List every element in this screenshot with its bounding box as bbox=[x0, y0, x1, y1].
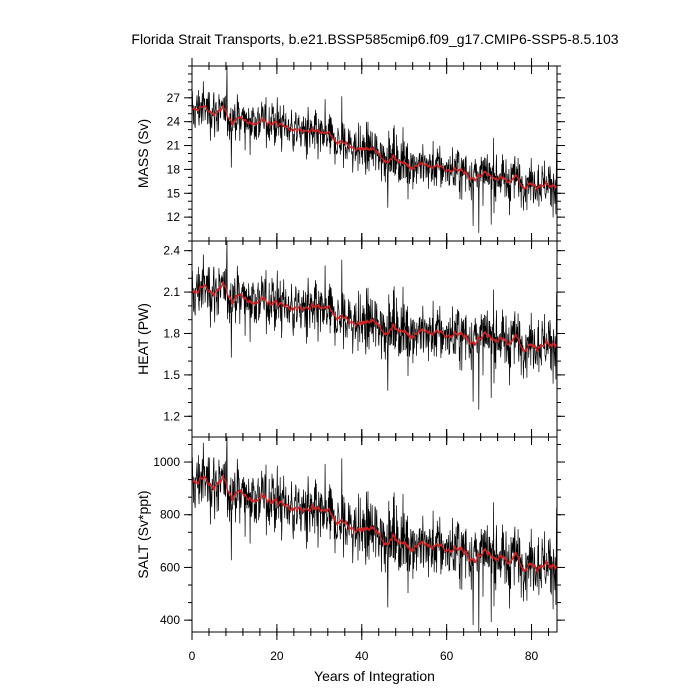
y-tick-label: 2.4 bbox=[163, 244, 180, 258]
x-tick-label: 20 bbox=[270, 649, 284, 663]
y-tick-label: 15 bbox=[167, 186, 181, 200]
x-axis-label: Years of Integration bbox=[314, 668, 435, 684]
y-tick-label: 12 bbox=[167, 210, 181, 224]
y-tick-label: 21 bbox=[167, 139, 181, 153]
chart-title: Florida Strait Transports, b.e21.BSSP585… bbox=[131, 31, 619, 47]
series-smoothed bbox=[191, 474, 558, 574]
y-tick-label: 600 bbox=[160, 560, 180, 574]
series-smoothed bbox=[191, 280, 558, 353]
y-tick-label: 1000 bbox=[153, 455, 180, 469]
panel-1: 1.2 1.5 1.8 2.1 2.4 HEAT (PW) bbox=[135, 233, 565, 445]
series-smoothed bbox=[191, 104, 558, 191]
y-axis-label: MASS (Sv) bbox=[135, 119, 151, 188]
x-tick-label: 80 bbox=[525, 649, 539, 663]
y-tick-label: 2.1 bbox=[163, 285, 180, 299]
y-axis-label: SALT (Sv*ppt) bbox=[135, 490, 151, 578]
y-tick-label: 1.8 bbox=[163, 326, 180, 340]
x-tick-label: 0 bbox=[189, 649, 196, 663]
y-tick-label: 1.2 bbox=[163, 409, 180, 423]
panel-0: 12 15 18 21 24 27 MASS (Sv) bbox=[135, 58, 565, 249]
series-monthly bbox=[191, 436, 558, 633]
y-tick-label: 27 bbox=[167, 91, 181, 105]
x-tick-label: 60 bbox=[440, 649, 454, 663]
x-tick-label: 40 bbox=[355, 649, 369, 663]
y-tick-label: 24 bbox=[167, 115, 181, 129]
y-tick-label: 800 bbox=[160, 508, 180, 522]
panel-frame bbox=[191, 436, 558, 633]
y-tick-label: 400 bbox=[160, 613, 180, 627]
panel-2: 400 600 800 1000 SALT (Sv*ppt) bbox=[135, 429, 565, 640]
y-tick-label: 18 bbox=[167, 162, 181, 176]
y-tick-label: 1.5 bbox=[163, 368, 180, 382]
y-axis-label: HEAT (PW) bbox=[135, 303, 151, 375]
series-monthly bbox=[191, 240, 558, 410]
